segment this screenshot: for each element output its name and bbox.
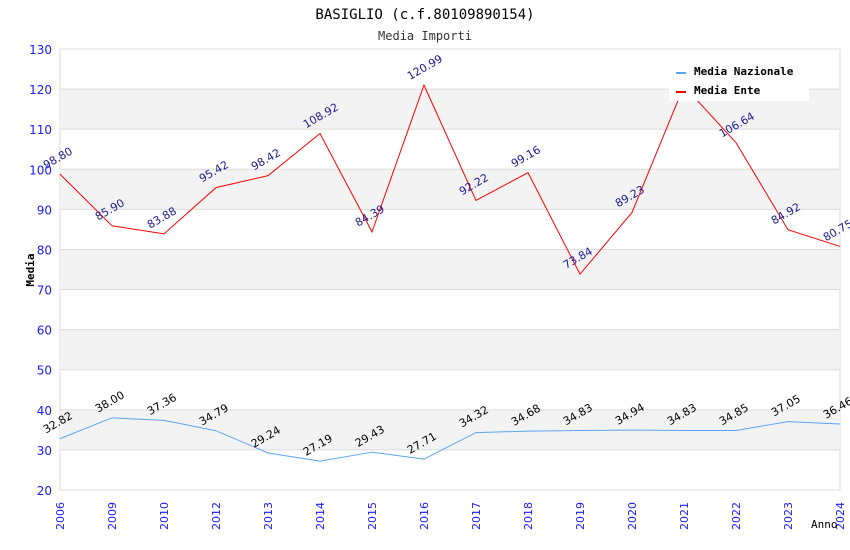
- x-tick-label: 2010: [158, 502, 171, 530]
- y-tick-label: 110: [29, 123, 52, 137]
- grid-band: [60, 249, 840, 290]
- x-tick-label: 2018: [522, 502, 535, 530]
- series-line-media-nazionale: [59, 417, 841, 462]
- y-tick-label: 100: [29, 163, 52, 177]
- y-tick-label: 40: [37, 404, 52, 418]
- grid-band: [60, 329, 840, 370]
- x-tick-label: 2023: [782, 502, 795, 530]
- x-tick-label: 2012: [210, 502, 223, 530]
- y-tick-label: 80: [37, 243, 52, 257]
- x-tick-label: 2024: [834, 502, 847, 530]
- grid-band: [60, 169, 840, 210]
- y-tick-label: 30: [37, 444, 52, 458]
- legend-label: Media Nazionale: [694, 65, 794, 78]
- x-tick-label: 2019: [574, 502, 587, 530]
- x-axis-label: Anno: [811, 518, 838, 531]
- x-tick-label: 2017: [470, 502, 483, 530]
- x-tick-label: 2022: [730, 502, 743, 530]
- x-tick-label: 2014: [314, 502, 327, 530]
- y-tick-label: 90: [37, 203, 52, 217]
- y-tick-label: 50: [37, 364, 52, 378]
- y-tick-label: 20: [37, 484, 52, 498]
- y-tick-label: 120: [29, 83, 52, 97]
- legend-label: Media Ente: [694, 84, 761, 97]
- x-tick-label: 2015: [366, 502, 379, 530]
- y-axis-label: Media: [24, 253, 37, 286]
- x-tick-label: 2021: [678, 502, 691, 530]
- grid-band: [60, 409, 840, 450]
- chart-subtitle: Media Importi: [378, 29, 472, 43]
- y-tick-label: 60: [37, 324, 52, 338]
- legend: Media Nazionale Media Ente: [669, 60, 809, 101]
- series-line-media-ente: [59, 83, 841, 276]
- x-tick-label: 2009: [106, 502, 119, 530]
- x-tick-label: 2016: [418, 502, 431, 530]
- x-tick-label: 2020: [626, 502, 639, 530]
- y-tick-label: 70: [37, 284, 52, 298]
- x-tick-label: 2013: [262, 502, 275, 530]
- x-tick-label: 2006: [54, 502, 67, 530]
- chart-title: BASIGLIO (c.f.80109890154): [315, 7, 534, 23]
- y-tick-label: 130: [29, 43, 52, 57]
